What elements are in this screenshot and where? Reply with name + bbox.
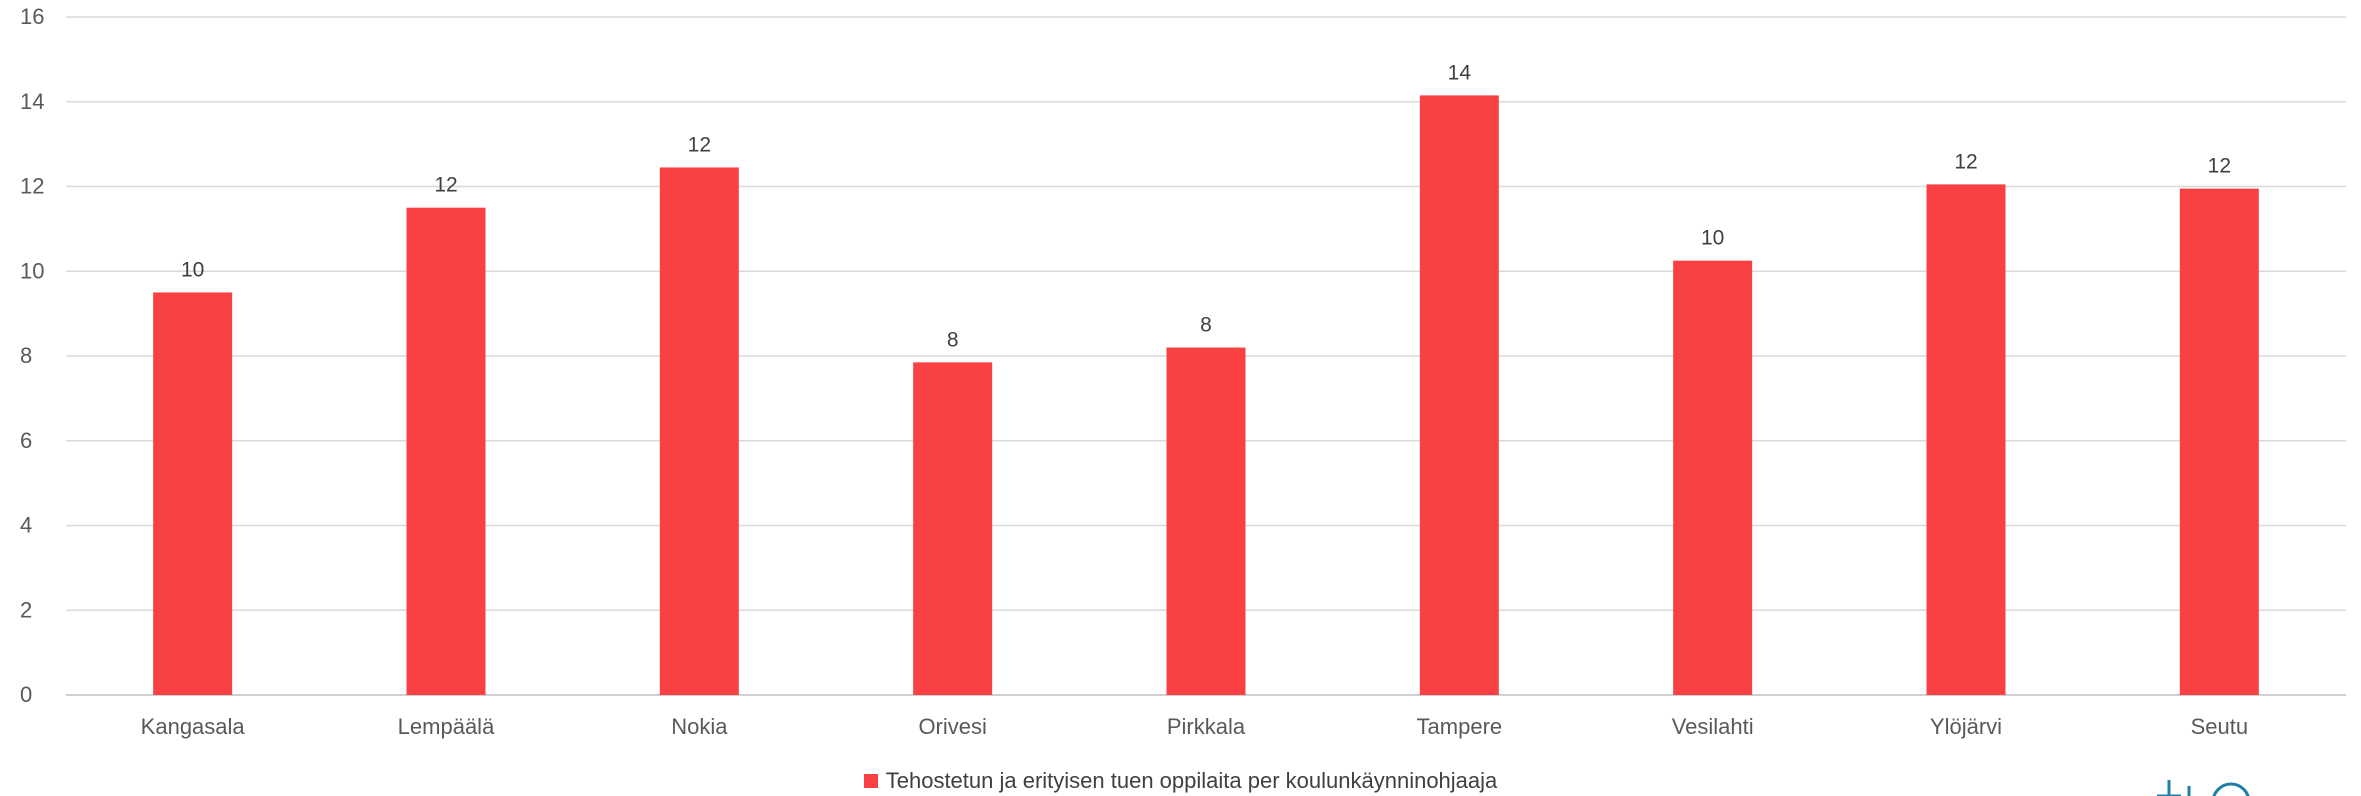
x-tick-label: Ylöjärvi [1930, 714, 2002, 739]
bar [406, 207, 486, 695]
bar [659, 167, 739, 695]
bar [1926, 184, 2006, 695]
data-label: 12 [2208, 155, 2231, 178]
x-tick-label: Vesilahti [1672, 714, 1754, 739]
organization-logo-icon [2051, 774, 2251, 796]
bar [153, 292, 233, 695]
y-tick-label: 6 [20, 428, 32, 453]
x-tick-label: Tampere [1417, 714, 1503, 739]
data-label: 10 [181, 258, 204, 281]
bar [1166, 347, 1246, 695]
x-tick-label: Kangasala [141, 714, 246, 739]
labels: 0 2 4 6 8 10 12 14 16 10 Kangasala 12 Lempäälä 12 Noki… [20, 4, 2248, 739]
x-tick-label: Lempäälä [398, 714, 495, 739]
x-tick-label: Pirkkala [1167, 714, 1246, 739]
data-label: 10 [1701, 227, 1724, 250]
data-label: 12 [434, 174, 457, 197]
y-tick-label: 14 [20, 89, 44, 114]
bar [1419, 95, 1499, 696]
x-tick-label: Nokia [671, 714, 728, 739]
data-label: 12 [688, 133, 711, 156]
y-tick-label: 10 [20, 258, 44, 283]
y-tick-label: 0 [20, 682, 32, 707]
legend-label: Tehostetun ja erityisen tuen oppilaita p… [885, 768, 1498, 793]
y-tick-label: 8 [20, 343, 32, 368]
y-tick-label: 12 [20, 174, 44, 199]
legend-swatch [863, 774, 878, 788]
y-tick-label: 4 [20, 513, 32, 538]
data-label: 8 [1200, 314, 1212, 337]
bars [153, 95, 2259, 696]
data-label: 14 [1448, 61, 1472, 84]
y-tick-label: 2 [20, 597, 32, 622]
x-tick-label: Orivesi [918, 714, 986, 739]
bar [1673, 260, 1753, 695]
y-tick-label: 16 [20, 4, 44, 29]
x-tick-label: Seutu [2191, 714, 2249, 739]
bar [2179, 188, 2259, 695]
bar [913, 362, 993, 695]
legend: Tehostetun ja erityisen tuen oppilaita p… [0, 768, 2361, 794]
data-label: 12 [1954, 150, 1977, 173]
data-label: 8 [947, 328, 959, 351]
